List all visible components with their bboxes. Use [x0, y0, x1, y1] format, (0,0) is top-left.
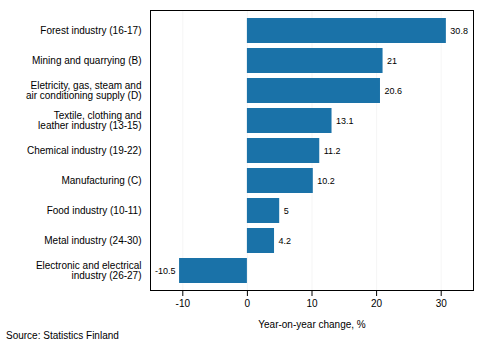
svg-text:4.2: 4.2 — [279, 236, 292, 246]
svg-text:Electronic and electricalindus: Electronic and electricalindustry (26-27… — [36, 260, 142, 281]
svg-text:30.8: 30.8 — [450, 26, 468, 36]
svg-text:0: 0 — [245, 298, 251, 309]
svg-text:Chemical industry (19-22): Chemical industry (19-22) — [27, 145, 142, 156]
svg-text:11.2: 11.2 — [324, 146, 341, 156]
svg-text:Mining and quarrying (B): Mining and quarrying (B) — [32, 55, 142, 66]
html-text:Source: Statistics Finland: Source: Statistics Finland — [6, 330, 119, 341]
svg-text:Textile, clothing andleather i: Textile, clothing andleather industry (1… — [38, 110, 141, 131]
svg-text:Food industry (10-11): Food industry (10-11) — [47, 205, 142, 216]
svg-text:21: 21 — [387, 56, 397, 66]
svg-text:10.2: 10.2 — [317, 176, 335, 186]
svg-text:13.1: 13.1 — [336, 116, 354, 126]
svg-text:30: 30 — [436, 298, 448, 309]
svg-text:-10: -10 — [176, 298, 191, 309]
svg-text:Year-on-year change, %: Year-on-year change, % — [258, 319, 366, 330]
svg-text:Manufacturing (C): Manufacturing (C) — [61, 175, 141, 186]
svg-text:Forest industry (16-17): Forest industry (16-17) — [40, 25, 141, 36]
svg-text:20: 20 — [371, 298, 383, 309]
svg-text:-10.5: -10.5 — [155, 266, 176, 276]
svg-text:5: 5 — [284, 206, 289, 216]
svg-text:Eletricity, gas, steam andair: Eletricity, gas, steam andair conditioni… — [26, 80, 142, 101]
svg-text:20.6: 20.6 — [384, 86, 402, 96]
svg-text:10: 10 — [306, 298, 318, 309]
svg-text:Metal industry (24-30): Metal industry (24-30) — [44, 235, 141, 246]
